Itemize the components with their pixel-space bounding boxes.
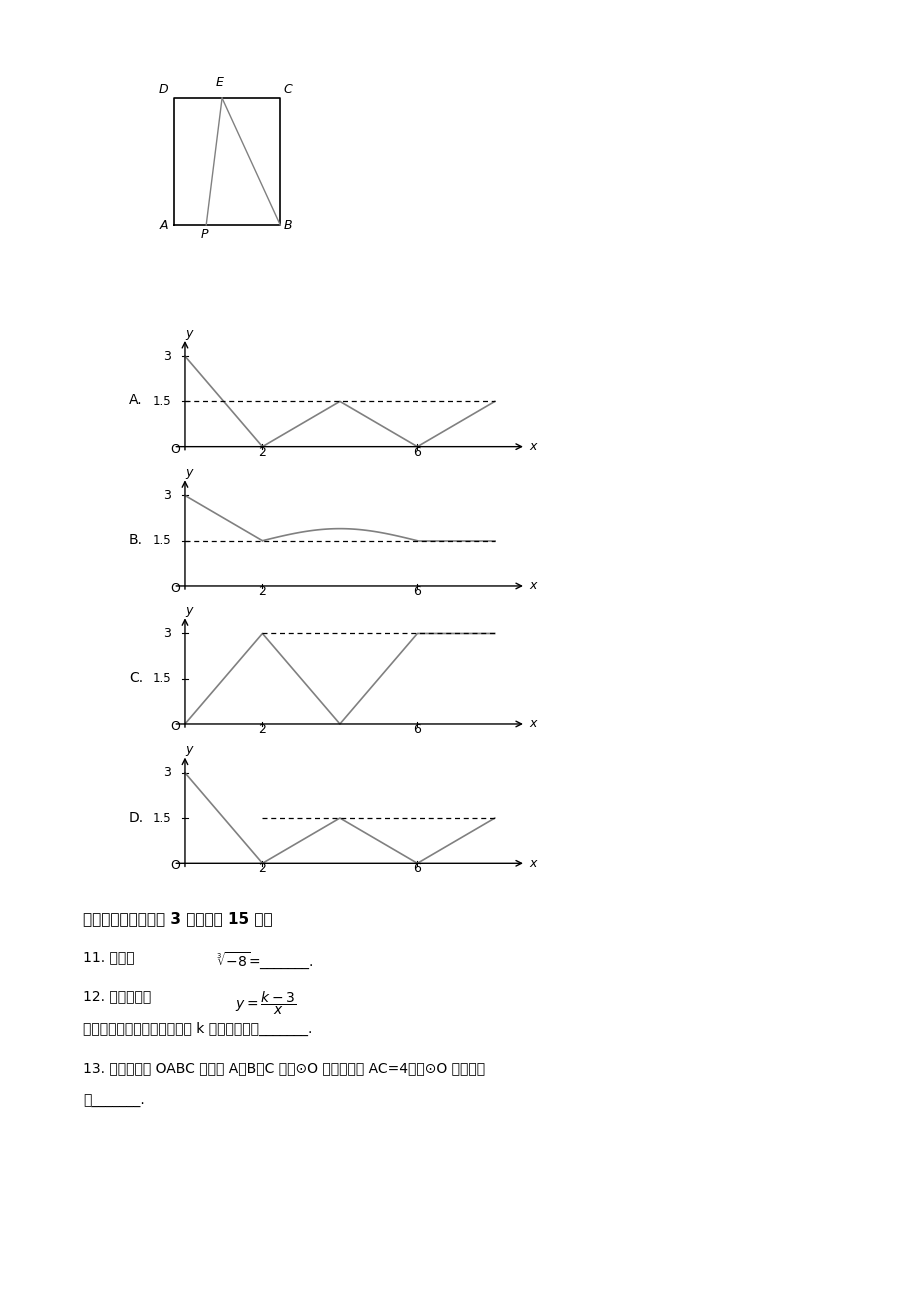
Text: y: y xyxy=(185,604,192,617)
Text: x: x xyxy=(529,579,537,592)
Text: O: O xyxy=(170,582,180,595)
Text: 2: 2 xyxy=(258,445,267,458)
Text: 1.5: 1.5 xyxy=(153,672,171,685)
Text: 6: 6 xyxy=(413,862,421,875)
Text: P: P xyxy=(200,228,208,241)
Text: 11. 求值：: 11. 求值： xyxy=(83,950,134,965)
Text: O: O xyxy=(170,720,180,733)
Text: x: x xyxy=(529,440,537,453)
Text: $\sqrt[3]{-8}$=_______.: $\sqrt[3]{-8}$=_______. xyxy=(216,950,313,971)
Text: 1.5: 1.5 xyxy=(153,534,171,547)
Text: 2: 2 xyxy=(258,862,267,875)
Text: 6: 6 xyxy=(413,445,421,458)
Text: C: C xyxy=(283,83,291,96)
Text: 1.5: 1.5 xyxy=(153,395,171,408)
Text: 3: 3 xyxy=(164,490,171,503)
Text: D: D xyxy=(159,83,168,96)
Text: 3: 3 xyxy=(164,350,171,363)
Text: x: x xyxy=(529,717,537,730)
Text: A: A xyxy=(160,219,168,232)
Text: y: y xyxy=(185,743,192,756)
Text: y: y xyxy=(185,327,192,340)
Text: $y=\dfrac{k-3}{x}$: $y=\dfrac{k-3}{x}$ xyxy=(234,990,296,1017)
Text: 12. 反比例函数: 12. 反比例函数 xyxy=(83,990,155,1004)
Text: B: B xyxy=(283,219,291,232)
Text: O: O xyxy=(170,859,180,872)
Text: y: y xyxy=(185,466,192,479)
Text: 的图象位于第二、四象限，则 k 的取值范围是_______.: 的图象位于第二、四象限，则 k 的取值范围是_______. xyxy=(83,1022,312,1036)
Text: A.: A. xyxy=(129,393,142,406)
Text: x: x xyxy=(529,857,537,870)
Text: 二、填空题（每小题 3 分，共计 15 分）: 二、填空题（每小题 3 分，共计 15 分） xyxy=(83,911,272,927)
Text: 6: 6 xyxy=(413,723,421,736)
Text: C.: C. xyxy=(129,672,142,685)
Text: 1.5: 1.5 xyxy=(153,811,171,824)
Text: D.: D. xyxy=(129,811,143,824)
Text: 2: 2 xyxy=(258,585,267,598)
Text: B.: B. xyxy=(129,534,142,547)
Text: 为_______.: 为_______. xyxy=(83,1094,144,1108)
Text: 3: 3 xyxy=(164,628,171,641)
Text: O: O xyxy=(170,443,180,456)
Text: 3: 3 xyxy=(164,767,171,780)
Text: 2: 2 xyxy=(258,723,267,736)
Text: 6: 6 xyxy=(413,585,421,598)
Text: E: E xyxy=(216,77,223,90)
Text: 13. 如图，菱形 OABC 的顶点 A，B，C 都在⊙O 上，已知弦 AC=4，则⊙O 的半径长: 13. 如图，菱形 OABC 的顶点 A，B，C 都在⊙O 上，已知弦 AC=4… xyxy=(83,1061,484,1075)
